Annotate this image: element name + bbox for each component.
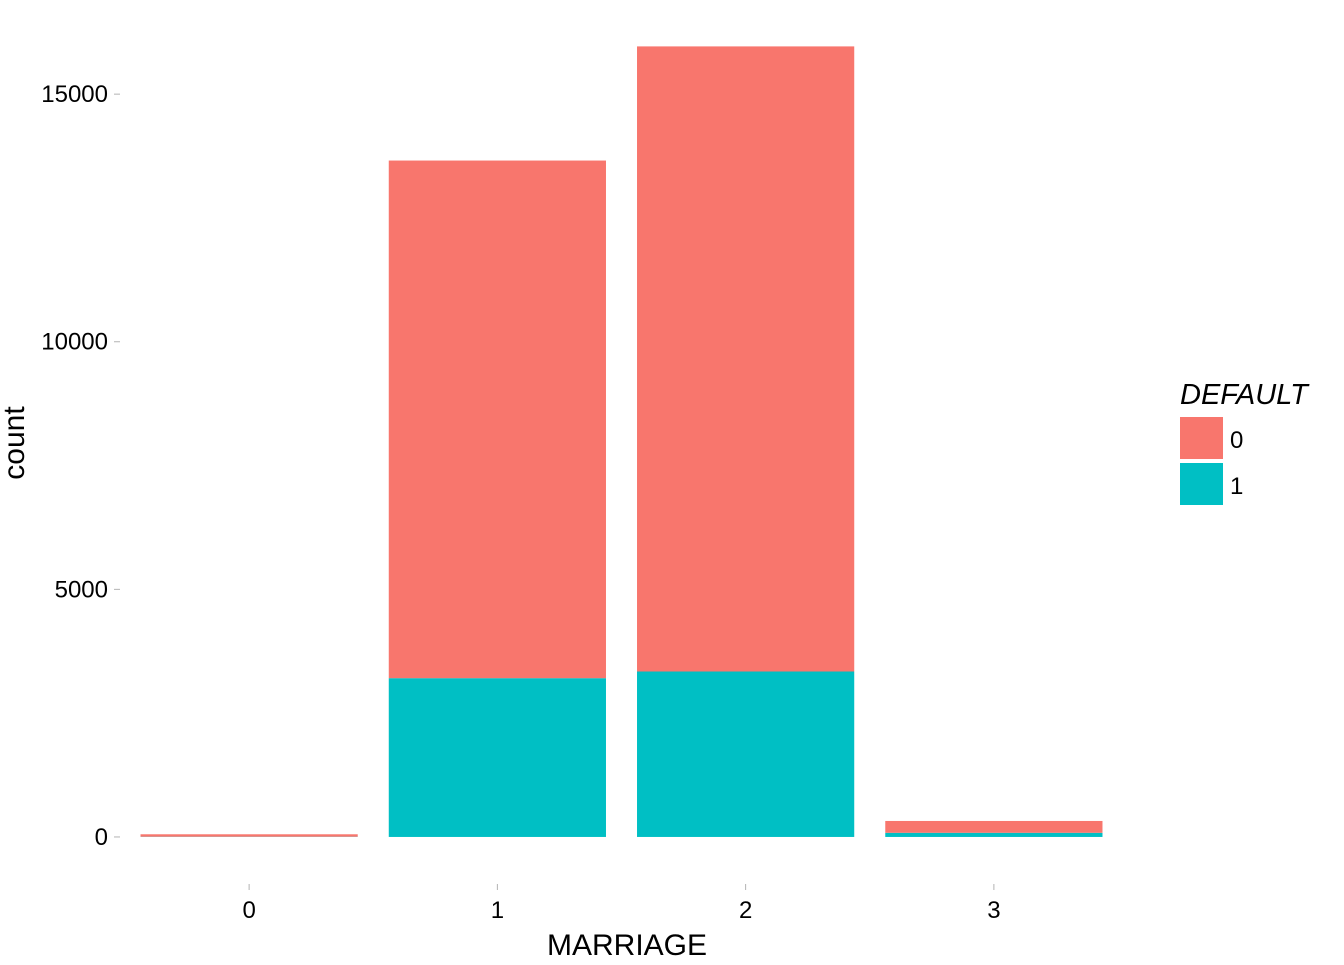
- legend-swatch-1: [1180, 463, 1223, 505]
- x-tick-label: 1: [491, 897, 504, 924]
- bar-segment-0-default-0: [141, 834, 358, 836]
- y-tick-label: 15000: [41, 81, 108, 108]
- x-tick-label: 2: [739, 897, 752, 924]
- bar-segment-1-default-1: [389, 678, 606, 837]
- x-axis-title: MARRIAGE: [547, 929, 707, 960]
- bar-segment-2-default-1: [637, 672, 854, 837]
- bar-segment-3-default-1: [885, 833, 1102, 837]
- y-tick-label: 0: [95, 824, 108, 851]
- x-axis: 0 1 2 3: [242, 884, 1000, 924]
- x-tick-label: 3: [987, 897, 1000, 924]
- bars: [141, 46, 1103, 837]
- y-axis: 0 5000 10000 15000: [41, 81, 120, 851]
- legend-swatch-0: [1180, 417, 1223, 459]
- y-axis-title: count: [0, 406, 31, 480]
- bar-segment-2-default-0: [637, 46, 854, 671]
- legend-title: DEFAULT: [1180, 379, 1310, 411]
- y-tick-label: 5000: [55, 576, 108, 603]
- y-tick-label: 10000: [41, 329, 108, 356]
- legend-label-0: 0: [1230, 427, 1243, 454]
- legend: DEFAULT 0 1: [1180, 379, 1310, 505]
- bar-segment-1-default-0: [389, 161, 606, 679]
- legend-label-1: 1: [1230, 473, 1243, 500]
- bar-segment-3-default-0: [885, 821, 1102, 833]
- x-tick-label: 0: [242, 897, 255, 924]
